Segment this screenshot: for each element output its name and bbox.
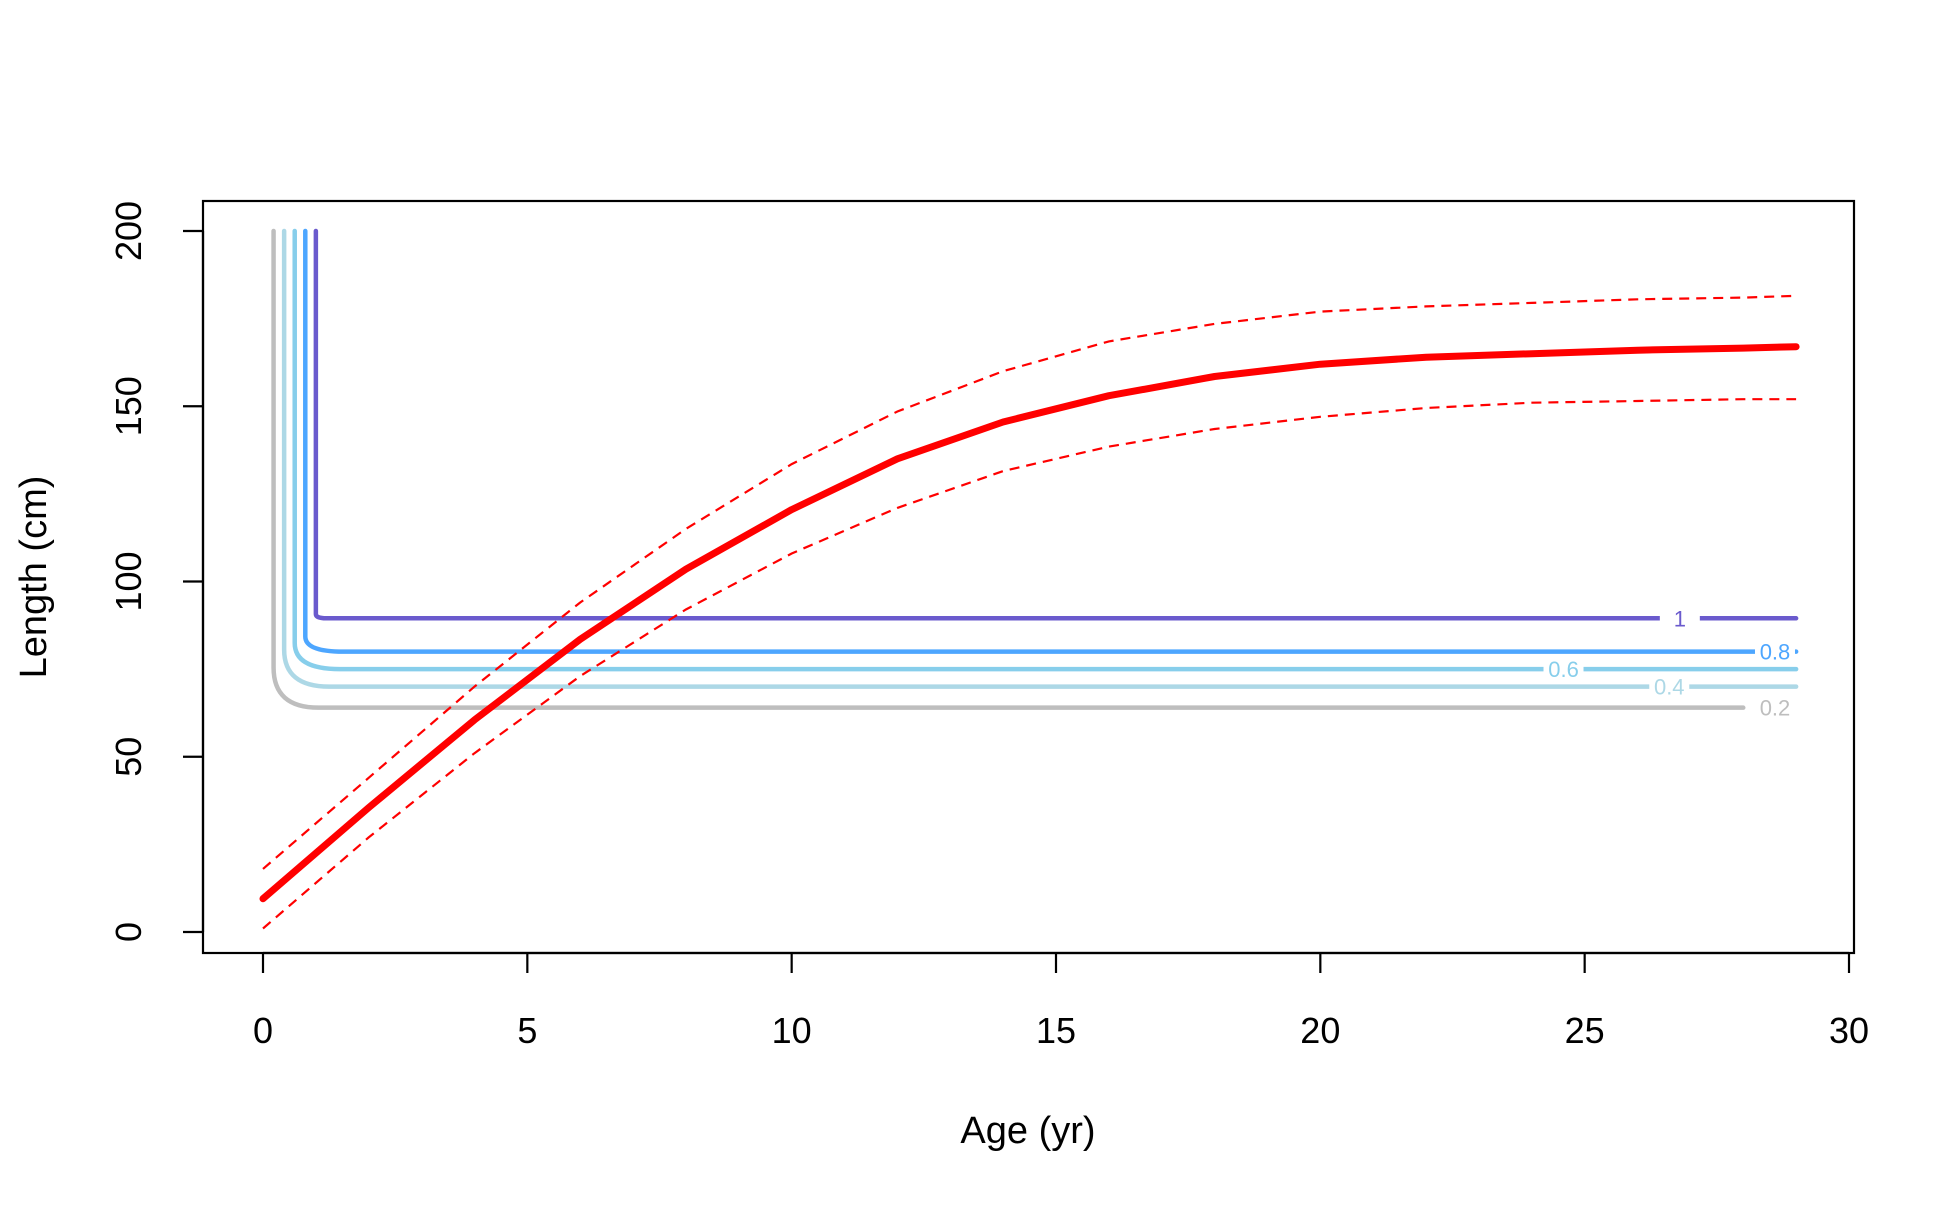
y-axis-title: Length (cm) bbox=[13, 476, 55, 679]
contour-label-bg bbox=[1649, 673, 1690, 700]
plot-frame bbox=[201, 199, 1856, 955]
y-axis: 0 50 100 150 200 bbox=[108, 201, 205, 942]
contour-label: 1 bbox=[1674, 606, 1686, 631]
contour-label-bg bbox=[1659, 605, 1700, 632]
x-axis: 0 5 10 15 20 25 30 bbox=[253, 951, 1869, 1051]
x-tick-label: 0 bbox=[253, 1010, 273, 1051]
contour-line-0-8 bbox=[303, 228, 1799, 654]
x-tick-label: 5 bbox=[517, 1010, 537, 1051]
contour-label-bg bbox=[1543, 656, 1584, 683]
x-axis-title: Age (yr) bbox=[960, 1110, 1095, 1152]
contour-label-bg bbox=[1754, 638, 1795, 665]
mean-growth-line bbox=[259, 343, 1800, 903]
contour-label: 0.4 bbox=[1654, 675, 1685, 700]
y-tick-label: 0 bbox=[108, 922, 149, 942]
contour-label: 0.8 bbox=[1760, 640, 1791, 665]
y-tick-label: 150 bbox=[108, 376, 149, 436]
x-tick-label: 25 bbox=[1565, 1010, 1605, 1051]
x-tick-label: 10 bbox=[772, 1010, 812, 1051]
contour-label-bg bbox=[1754, 694, 1795, 721]
growth-curve-layer bbox=[259, 294, 1800, 930]
x-tick-label: 30 bbox=[1829, 1010, 1869, 1051]
y-tick-label: 200 bbox=[108, 201, 149, 261]
contour-line-0-4 bbox=[281, 228, 1799, 689]
upper-interval-line bbox=[262, 294, 1797, 870]
contour-label: 0.6 bbox=[1548, 657, 1579, 682]
contour-line-0-2 bbox=[271, 228, 1746, 710]
contour-line-0-6 bbox=[292, 228, 1799, 672]
contour-line-1 bbox=[313, 228, 1799, 621]
lower-interval-line bbox=[262, 398, 1797, 930]
y-tick-label: 50 bbox=[108, 737, 149, 777]
x-tick-label: 15 bbox=[1036, 1010, 1076, 1051]
y-tick-label: 100 bbox=[108, 551, 149, 611]
x-tick-label: 20 bbox=[1300, 1010, 1340, 1051]
contour-label: 0.2 bbox=[1760, 696, 1791, 721]
contour-layer: 0.2 0.4 0.6 0.8 1 bbox=[271, 228, 1799, 721]
